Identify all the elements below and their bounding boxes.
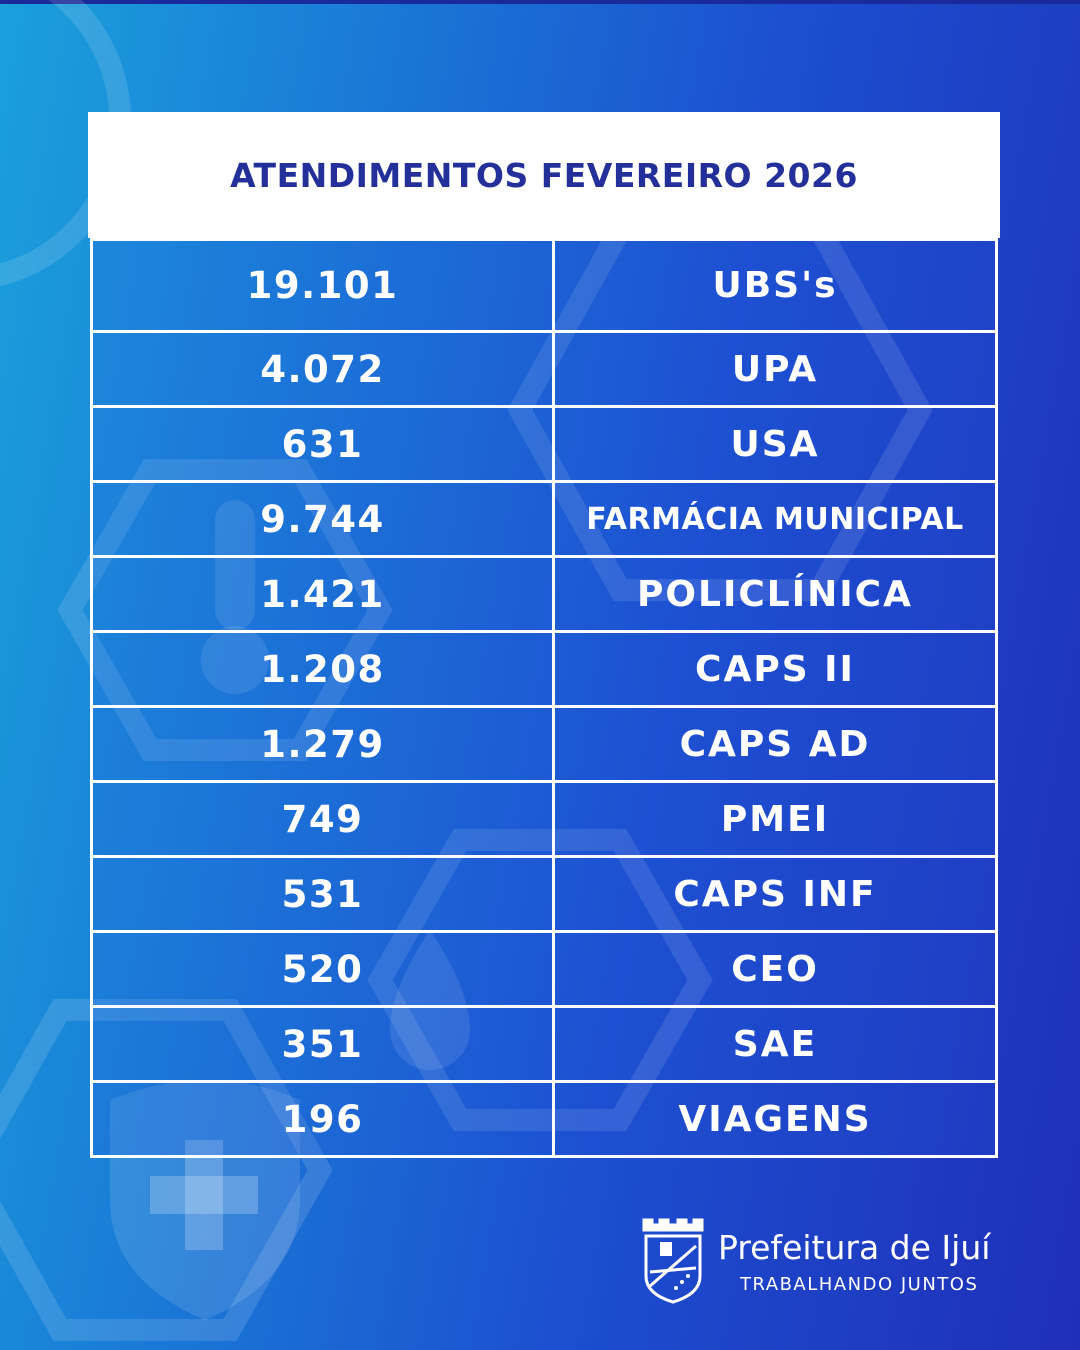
city-hall-logo: Prefeitura de Ijuí TRABALHANDO JUNTOS bbox=[638, 1214, 1018, 1310]
top-border-line bbox=[0, 0, 1080, 4]
hexagon-outline-icon bbox=[57, 459, 393, 761]
table-row: 749 PMEI bbox=[93, 783, 995, 858]
attendance-count: 351 bbox=[93, 1008, 555, 1080]
table-row: 196 VIAGENS bbox=[93, 1083, 995, 1155]
attendance-count: 19.101 bbox=[93, 241, 555, 330]
drop-icon bbox=[390, 930, 470, 1070]
table-row: 631 USA bbox=[93, 408, 995, 483]
logo-tagline: TRABALHANDO JUNTOS bbox=[740, 1274, 979, 1295]
service-name: UBS's bbox=[712, 265, 838, 306]
cross-vertical-icon bbox=[185, 1140, 223, 1250]
cross-horizontal-icon bbox=[150, 1176, 258, 1214]
attendance-table: 19.101 UBS's 4.072 UPA 631 USA 9.744 FAR… bbox=[90, 238, 998, 1158]
attendance-panel: ATENDIMENTOS FEVEREIRO 2026 19.101 UBS's… bbox=[88, 112, 1000, 1158]
service-name: SAE bbox=[732, 1023, 818, 1065]
attendance-count: 1.421 bbox=[93, 558, 555, 630]
attendance-count: 520 bbox=[93, 933, 555, 1005]
hexagon-outline-icon bbox=[0, 999, 333, 1341]
service-name: VIAGENS bbox=[678, 1098, 872, 1140]
page-title: ATENDIMENTOS FEVEREIRO 2026 bbox=[230, 155, 858, 195]
thermometer-icon bbox=[215, 500, 255, 630]
table-row: 351 SAE bbox=[93, 1008, 995, 1083]
attendance-count: 9.744 bbox=[93, 483, 555, 555]
attendance-count: 531 bbox=[93, 858, 555, 930]
table-row: 1.208 CAPS II bbox=[93, 633, 995, 708]
service-name: PMEI bbox=[720, 798, 830, 840]
service-name: POLICLÍNICA bbox=[637, 573, 913, 615]
shield-icon bbox=[110, 1080, 300, 1320]
service-name: CAPS AD bbox=[679, 723, 871, 765]
title-box: ATENDIMENTOS FEVEREIRO 2026 bbox=[88, 112, 1000, 238]
attendance-count: 631 bbox=[93, 408, 555, 480]
attendance-count: 1.279 bbox=[93, 708, 555, 780]
service-name: FARMÁCIA MUNICIPAL bbox=[586, 501, 964, 537]
service-name: UPA bbox=[731, 348, 819, 390]
table-row: 9.744 FARMÁCIA MUNICIPAL bbox=[93, 483, 995, 558]
logo-name: Prefeitura de Ijuí bbox=[718, 1228, 991, 1267]
table-row: 520 CEO bbox=[93, 933, 995, 1008]
hexagon-outline-icon bbox=[367, 829, 713, 1131]
service-name: CAPS II bbox=[695, 648, 855, 690]
attendance-count: 749 bbox=[93, 783, 555, 855]
attendance-count: 4.072 bbox=[93, 333, 555, 405]
city-coat-of-arms-icon bbox=[642, 1218, 704, 1304]
attendance-count: 1.208 bbox=[93, 633, 555, 705]
table-row: 1.421 POLICLÍNICA bbox=[93, 558, 995, 633]
table-row: 19.101 UBS's bbox=[93, 241, 995, 333]
attendance-count: 196 bbox=[93, 1083, 555, 1155]
table-row: 4.072 UPA bbox=[93, 333, 995, 408]
service-name: CAPS INF bbox=[673, 873, 877, 915]
service-name: CEO bbox=[731, 948, 819, 990]
table-row: 1.279 CAPS AD bbox=[93, 708, 995, 783]
thermometer-bulb-icon bbox=[201, 626, 269, 694]
service-name: USA bbox=[730, 423, 820, 465]
table-row: 531 CAPS INF bbox=[93, 858, 995, 933]
